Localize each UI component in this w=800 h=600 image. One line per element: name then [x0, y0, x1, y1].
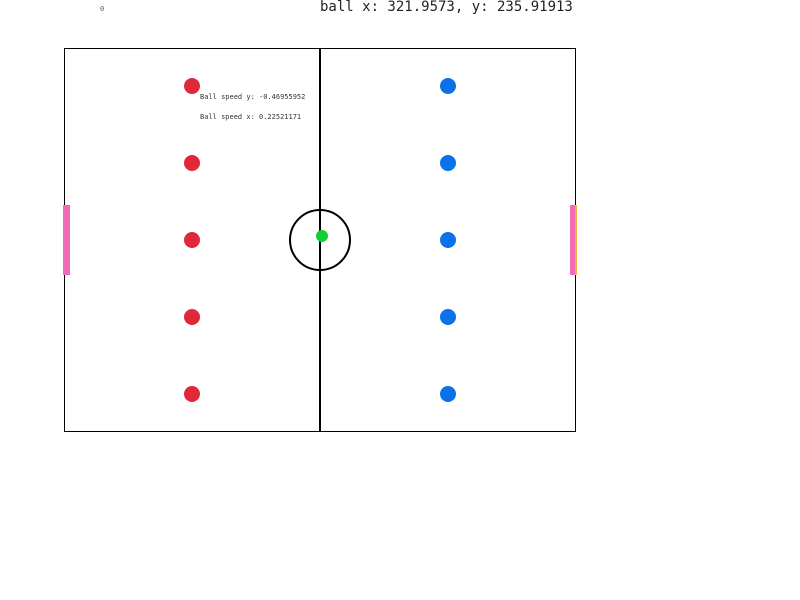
right-goal	[570, 205, 577, 275]
ball	[316, 230, 328, 242]
red-player	[184, 386, 200, 402]
left-goal	[63, 205, 70, 275]
red-player	[184, 155, 200, 171]
ball-speed-y-label: Ball speed y: -0.46955952	[200, 93, 306, 101]
team-right	[440, 78, 456, 402]
right-goal-accent	[575, 205, 577, 275]
red-player	[184, 78, 200, 94]
red-player	[184, 309, 200, 325]
blue-player	[440, 232, 456, 248]
blue-player	[440, 309, 456, 325]
score-label: 0	[100, 5, 105, 13]
ball-speed-x-label: Ball speed x: 0.22521171	[200, 113, 302, 121]
blue-player	[440, 78, 456, 94]
blue-player	[440, 155, 456, 171]
team-left	[184, 78, 200, 402]
center-circle	[289, 209, 351, 271]
ball-position-readout: ball x: 321.9573, y: 235.91913	[320, 0, 573, 15]
red-player	[184, 232, 200, 248]
blue-player	[440, 386, 456, 402]
